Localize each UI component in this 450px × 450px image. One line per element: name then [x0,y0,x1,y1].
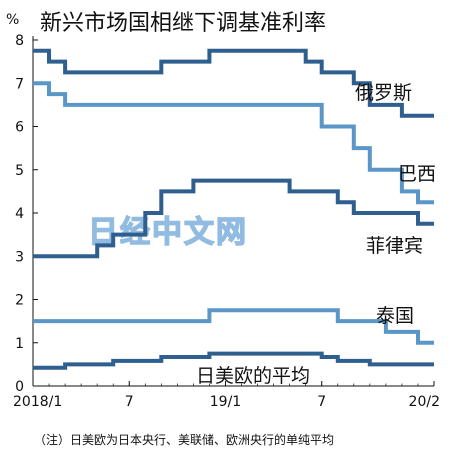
x-tick-label: 7 [125,394,134,410]
series-label: 俄罗斯 [355,82,412,104]
series-label: 菲律宾 [366,235,423,257]
y-tick-label: 6 [15,120,24,136]
series-line [33,351,434,370]
x-tick-label: 19/1 [210,394,241,410]
axes: 0 1 2 3 4 5 6 7 8 2018/1 7 19/1 7 20/2 [13,33,440,410]
x-tick-label: 20/2 [409,394,440,410]
series-label: 巴西 [398,163,436,185]
series-line [33,81,434,205]
y-axis-unit: % [6,12,19,28]
x-tick-label: 2018/1 [13,394,62,410]
series-label: 泰国 [376,305,414,327]
y-tick-label: 2 [15,293,24,309]
y-tick-label: 3 [15,249,24,265]
chart-title: 新兴市场国相继下调基准利率 [40,11,326,36]
series-line [33,48,434,118]
series-label: 日美欧的平均 [196,365,310,387]
y-tick-label: 8 [15,33,24,49]
y-tick-label: 5 [15,163,24,179]
series-line [33,308,434,345]
series-lines [33,48,434,370]
y-tick-label: 4 [15,206,24,222]
y-tick-label: 1 [15,336,24,352]
footnote: （注）日美欧为日本央行、美联储、欧洲央行的单纯平均 [34,432,334,447]
y-tick-label: 0 [15,379,24,395]
series-line [33,178,434,259]
y-tick-label: 7 [15,76,24,92]
x-tick-label: 7 [317,394,326,410]
